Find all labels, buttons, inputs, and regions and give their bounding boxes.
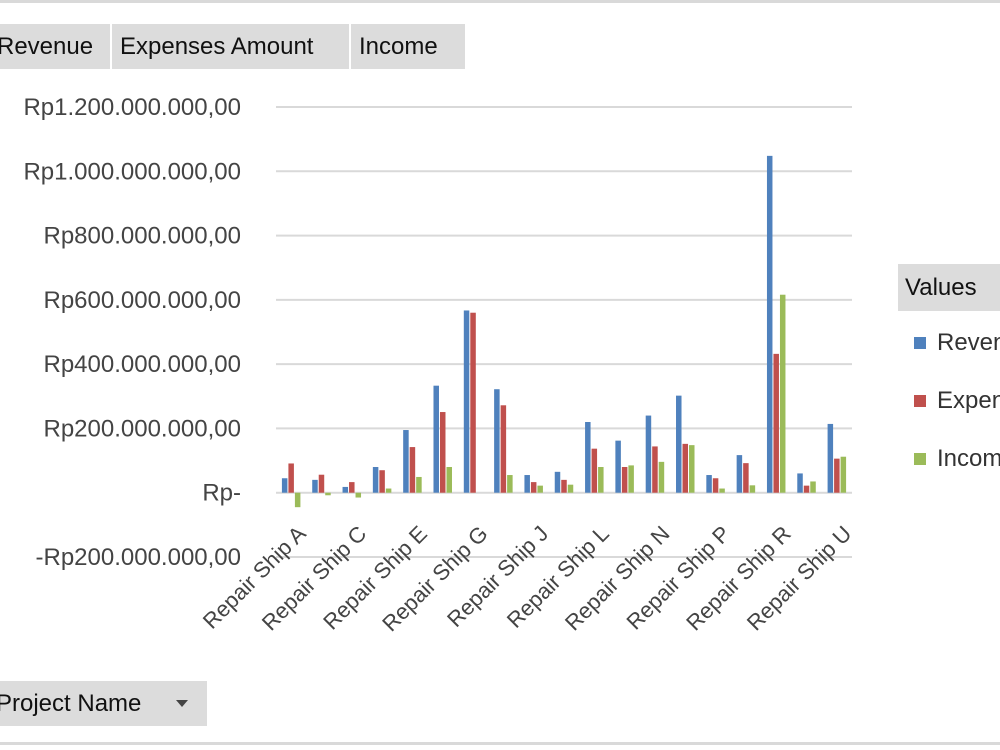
y-tick-label: Rp600.000.000,00: [43, 287, 241, 314]
bar: [682, 443, 689, 493]
bar: [797, 473, 803, 493]
legend-swatch-expenses-amount: [914, 395, 926, 407]
y-tick-label: Rp800.000.000,00: [43, 223, 241, 250]
x-tick-label: Repair Ship N: [560, 521, 675, 636]
bar: [281, 478, 288, 493]
field-button-revenue[interactable]: Revenue: [0, 24, 112, 69]
bottom-border: [0, 742, 1000, 745]
bar: [676, 395, 682, 493]
x-tick-label: Repair Ship C: [257, 521, 372, 636]
bar: [470, 312, 476, 493]
legend-item-income: Income: [910, 444, 1000, 474]
y-tick-label: Rp400.000.000,00: [43, 351, 241, 378]
bar: [689, 445, 695, 493]
field-button-label: Income: [359, 33, 438, 60]
bar: [598, 467, 604, 493]
legend-label-income: Income: [937, 445, 1000, 472]
bar: [743, 463, 749, 493]
bar: [773, 353, 779, 493]
bar: [385, 488, 392, 493]
bar: [288, 463, 294, 493]
bar: [827, 423, 834, 493]
legend-label-revenue: Revenue: [937, 329, 1000, 356]
field-button-label: Revenue: [0, 33, 94, 60]
legend-title[interactable]: Values: [898, 264, 1000, 311]
bar: [446, 467, 452, 493]
bar: [834, 458, 840, 493]
legend-swatch-income: [914, 453, 926, 465]
bar: [736, 455, 743, 493]
legend-label-expenses-amount: Expenses Amount: [937, 387, 1000, 414]
legend-swatch-revenue: [914, 337, 926, 349]
bar: [463, 310, 470, 493]
bar: [342, 486, 349, 493]
field-button-label: Expenses Amount: [120, 33, 314, 60]
bar: [803, 485, 810, 493]
bar: [652, 446, 658, 493]
field-button-expenses-amount[interactable]: Expenses Amount: [112, 24, 351, 69]
legend-item-expenses-amount: Expenses Amount: [910, 386, 1000, 416]
project-name-field-button[interactable]: Project Name: [0, 681, 207, 726]
bar: [615, 440, 621, 493]
bar: [585, 422, 591, 493]
bar: [628, 465, 634, 493]
chevron-down-icon[interactable]: [176, 700, 188, 707]
bar: [372, 467, 379, 493]
bar: [645, 415, 652, 493]
x-tick-label: Repair Ship R: [681, 521, 796, 636]
bar: [439, 412, 446, 493]
bar: [312, 479, 318, 493]
field-button-income[interactable]: Income: [351, 24, 465, 69]
bar: [810, 481, 816, 493]
bar: [712, 478, 719, 493]
bar: [318, 474, 325, 493]
bar: [706, 475, 712, 493]
bar: [355, 492, 362, 498]
y-tick-label: Rp-: [202, 480, 241, 507]
bar: [840, 456, 847, 493]
bar: [766, 155, 773, 493]
bar: [409, 447, 416, 493]
bar: [433, 385, 439, 493]
bar: [530, 482, 537, 493]
bar: [567, 484, 574, 493]
y-tick-label: Rp1.200.000.000,00: [23, 94, 241, 121]
bar: [719, 488, 725, 493]
bar: [507, 475, 513, 493]
bar: [494, 389, 500, 493]
bar: [524, 475, 530, 493]
top-border: [0, 0, 1000, 3]
bar: [294, 492, 301, 508]
x-tick-label: Repair Ship G: [377, 521, 492, 636]
y-tick-label: Rp200.000.000,00: [43, 415, 241, 442]
project-name-label: Project Name: [0, 690, 142, 717]
bar: [561, 479, 567, 493]
bar: [749, 485, 756, 493]
bar: [537, 485, 543, 493]
bar: [349, 482, 355, 493]
bar: [591, 448, 598, 493]
bar: [416, 476, 422, 493]
bar: [621, 467, 628, 493]
bar: [403, 430, 409, 493]
x-tick-label: Repair Ship A: [198, 521, 311, 634]
legend-item-revenue: Revenue: [910, 328, 1000, 358]
bar: [554, 471, 561, 493]
bar: [379, 470, 385, 493]
x-tick-label: Repair Ship U: [742, 521, 857, 636]
bar: [779, 294, 786, 493]
bar: [658, 461, 665, 493]
bar: [500, 405, 507, 493]
y-tick-label: -Rp200.000.000,00: [36, 544, 242, 571]
y-tick-label: Rp1.000.000.000,00: [23, 158, 241, 185]
bar: [325, 492, 331, 496]
